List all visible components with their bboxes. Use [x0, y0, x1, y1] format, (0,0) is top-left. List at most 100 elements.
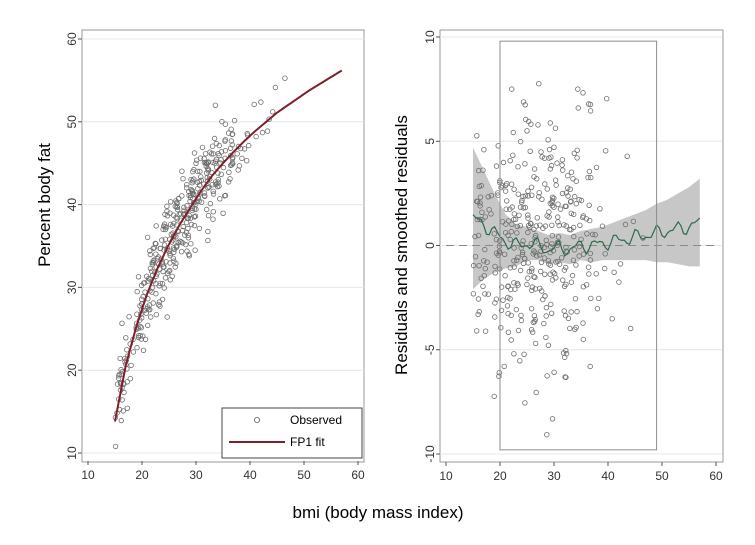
- observed-point: [191, 222, 198, 229]
- observed-point: [227, 176, 233, 182]
- residual-point: [485, 194, 491, 200]
- residual-point: [514, 257, 520, 263]
- residual-point: [548, 162, 555, 169]
- observed-point: [218, 171, 224, 177]
- left-y-tick-label: 30: [65, 280, 79, 294]
- residual-point: [574, 308, 580, 315]
- observed-point: [190, 168, 196, 175]
- observed-point: [120, 408, 126, 414]
- right-x-tick-label: 30: [547, 469, 561, 483]
- observed-point: [162, 275, 169, 281]
- residual-point: [584, 231, 590, 237]
- residual-point: [480, 283, 486, 289]
- residual-point: [543, 334, 549, 341]
- residual-point: [498, 325, 504, 331]
- residual-point: [624, 153, 630, 159]
- observed-point: [138, 296, 145, 302]
- observed-point: [173, 214, 179, 221]
- observed-point: [205, 185, 211, 191]
- observed-point: [219, 118, 225, 125]
- residual-point: [593, 271, 599, 277]
- observed-point: [159, 237, 165, 243]
- residual-point: [517, 138, 524, 145]
- residual-point: [511, 211, 517, 217]
- observed-point: [192, 213, 199, 219]
- observed-point: [251, 101, 257, 108]
- residual-point: [602, 251, 608, 257]
- observed-point: [153, 312, 159, 318]
- residual-point: [511, 245, 517, 251]
- residual-point: [546, 261, 552, 267]
- residual-point: [585, 174, 591, 181]
- residual-point: [546, 146, 553, 153]
- residual-point: [552, 125, 559, 131]
- right-x-tick-label: 60: [709, 469, 723, 483]
- residual-point: [562, 203, 568, 209]
- observed-point: [210, 191, 217, 197]
- observed-point: [185, 235, 192, 241]
- residual-point: [574, 147, 580, 153]
- residual-point: [570, 257, 577, 263]
- residual-point: [502, 273, 508, 279]
- residual-point: [575, 105, 581, 111]
- residual-point: [482, 328, 489, 334]
- residual-point: [572, 326, 578, 332]
- residual-point: [527, 148, 533, 154]
- residual-point: [493, 163, 500, 169]
- residual-point: [569, 272, 576, 279]
- observed-point: [183, 184, 190, 191]
- residual-point: [472, 254, 479, 260]
- residual-point: [537, 222, 543, 228]
- residual-point: [555, 201, 561, 207]
- observed-point: [192, 247, 198, 253]
- right-y-tick-label: -10: [423, 445, 437, 463]
- residual-point: [559, 255, 565, 261]
- residual-point: [544, 373, 550, 379]
- residual-point: [512, 286, 518, 292]
- observed-point: [205, 237, 211, 244]
- observed-point: [191, 150, 198, 156]
- residual-point: [534, 215, 540, 221]
- residual-point: [523, 116, 529, 123]
- observed-point: [146, 275, 152, 282]
- observed-point: [198, 174, 204, 180]
- left-panel: 10 20 30 40 50 60 10 20 30 40 50 60 Percent body f…: [35, 29, 365, 482]
- residual-point: [525, 275, 531, 281]
- observed-point: [259, 129, 266, 136]
- residual-point: [561, 267, 568, 273]
- residual-point: [560, 167, 566, 173]
- residual-point: [596, 295, 602, 302]
- left-y-axis-label: Percent body fat: [35, 143, 54, 267]
- residual-point: [576, 196, 582, 203]
- residual-point: [543, 304, 550, 311]
- observed-point: [210, 188, 216, 194]
- observed-point: [264, 128, 271, 134]
- residual-point: [474, 328, 480, 334]
- observed-point: [150, 300, 156, 306]
- residual-point: [549, 198, 556, 204]
- observed-point: [188, 221, 195, 228]
- residual-point: [576, 243, 583, 250]
- residual-point: [535, 122, 541, 128]
- observed-point: [189, 189, 196, 195]
- observed-point: [164, 213, 171, 219]
- observed-point: [222, 192, 229, 199]
- observed-point: [220, 210, 226, 216]
- residual-point: [562, 374, 568, 380]
- observed-point: [229, 131, 235, 138]
- observed-point: [159, 296, 166, 303]
- left-y-tick-label: 40: [65, 198, 79, 212]
- observed-point: [203, 206, 210, 213]
- highlight-region-box: [499, 40, 658, 451]
- residual-point: [546, 209, 552, 215]
- residual-point: [597, 206, 603, 212]
- residual-point: [503, 206, 509, 212]
- residual-point: [504, 180, 510, 187]
- observed-point: [115, 375, 122, 381]
- residual-point: [587, 257, 594, 263]
- observed-point: [183, 241, 189, 248]
- observed-point: [161, 285, 167, 291]
- residual-point: [529, 284, 536, 290]
- residual-point: [580, 213, 587, 219]
- residual-point: [528, 121, 534, 127]
